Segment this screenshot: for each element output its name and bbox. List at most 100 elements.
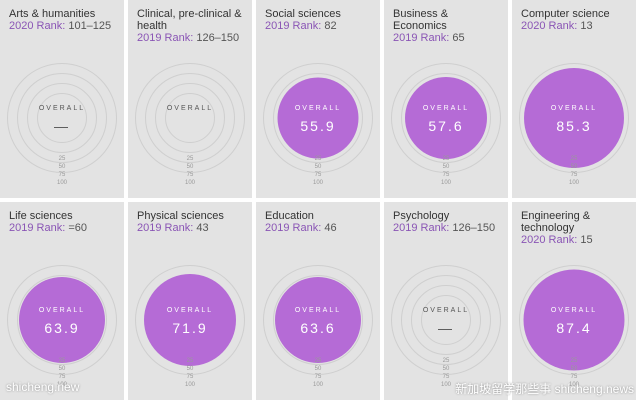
ring [37,93,87,143]
rank-label: 2020 Rank: [521,234,578,246]
scale-ticks: 25 50 75 100 [441,155,451,187]
score-circle: OVERALL 57.6 [391,63,501,173]
tick-label: 75 [314,172,322,178]
subject-block: Computer science 2020 Rank: 13 [521,8,630,32]
tick-label: 100 [312,180,324,186]
scale-ticks: 25 50 75 100 [441,357,451,389]
tick-label: 25 [58,358,66,364]
ring [273,275,363,365]
score-circle: OVERALL 63.9 [7,265,117,375]
score-fill [524,68,624,168]
tick-label: 75 [570,374,578,380]
rank-line: 2020 Rank: 15 [521,234,630,246]
rank-value: 82 [324,20,337,32]
overall-label: OVERALL [38,105,86,112]
score-circle: OVERALL 63.6 [263,265,373,375]
score-circle: OVERALL — [7,63,117,173]
overall-score: 87.4 [556,320,592,336]
tick-label: 50 [570,366,578,372]
rank-value: =60 [68,222,87,234]
subject-block: Physical sciences 2019 Rank: 43 [137,210,246,234]
scale-ticks: 25 50 75 100 [313,357,323,389]
scale-ticks: 25 50 75 100 [569,155,579,187]
subject-block: Clinical, pre-clinical & health 2019 Ran… [137,8,246,44]
tick-label: 25 [186,156,194,162]
ring [27,83,97,153]
overall-score: — [54,118,70,134]
scale-ticks: 25 50 75 100 [569,357,579,389]
tick-label: 75 [314,374,322,380]
rank-value: 126–150 [196,32,240,44]
rank-value: 126–150 [452,222,496,234]
rank-line: 2019 Rank: 46 [265,222,374,234]
rank-label: 2020 Rank: [9,20,66,32]
overall-score: 85.3 [556,118,592,134]
ring [411,285,481,355]
tick-label: 50 [186,164,194,170]
rank-line: 2020 Rank: 101–125 [9,20,118,32]
rank-value: 15 [580,234,593,246]
tick-label: 100 [440,382,452,388]
subject-name: Psychology [393,210,450,222]
overall-label: OVERALL [550,105,598,112]
tick-label: 100 [568,180,580,186]
subject-card: Life sciences 2019 Rank: =60 OVERALL 63.… [0,202,124,400]
tick-label: 75 [442,172,450,178]
tick-label: 100 [440,180,452,186]
rank-label: 2019 Rank: [265,20,322,32]
tick-label: 100 [56,382,68,388]
tick-label: 25 [314,358,322,364]
subject-block: Social sciences 2019 Rank: 82 [265,8,374,32]
scale-ticks: 25 50 75 100 [313,155,323,187]
ring [165,93,215,143]
watermark-right: 新加坡留学那些事 shicheng.news [455,382,634,396]
tick-label: 25 [442,358,450,364]
ring [519,265,629,375]
tick-label: 100 [184,382,196,388]
subject-name: Physical sciences [137,210,224,222]
overall-label: OVERALL [422,105,470,112]
rank-line: 2019 Rank: 43 [137,222,246,234]
rank-value: 101–125 [68,20,112,32]
subject-card: Psychology 2019 Rank: 126–150 OVERALL — … [384,202,508,400]
subject-block: Education 2019 Rank: 46 [265,210,374,234]
score-circle: OVERALL [135,63,245,173]
rank-line: 2019 Rank: 126–150 [137,32,246,44]
subject-name: Education [265,210,314,222]
ring [421,295,471,345]
tick-label: 75 [570,172,578,178]
rank-value: 46 [324,222,337,234]
tick-label: 50 [570,164,578,170]
rank-line: 2019 Rank: 65 [393,32,502,44]
overall-label: OVERALL [38,307,86,314]
tick-label: 50 [186,366,194,372]
rank-label: 2020 Rank: [521,20,578,32]
tick-label: 75 [442,374,450,380]
ring [155,83,225,153]
rank-label: 2019 Rank: [9,222,66,234]
overall-label: OVERALL [422,307,470,314]
scale-ticks: 25 50 75 100 [185,155,195,187]
rank-value: 65 [452,32,465,44]
rank-value: 43 [196,222,209,234]
tick-label: 50 [314,366,322,372]
rank-label: 2019 Rank: [137,32,194,44]
ring [145,73,235,163]
overall-label: OVERALL [166,307,214,314]
rank-label: 2019 Rank: [265,222,322,234]
subject-card: Physical sciences 2019 Rank: 43 OVERALL … [128,202,252,400]
overall-score: — [438,320,454,336]
ring [7,265,117,375]
overall-label: OVERALL [550,307,598,314]
ring [391,63,501,173]
subject-name: Life sciences [9,210,73,222]
subject-block: Psychology 2019 Rank: 126–150 [393,210,502,234]
subject-name: Clinical, pre-clinical & health [137,8,242,32]
overall-score: 63.6 [300,320,336,336]
subject-card: Engineering & technology 2020 Rank: 15 O… [512,202,636,400]
subject-card: Computer science 2020 Rank: 13 OVERALL 8… [512,0,636,198]
subject-name: Computer science [521,8,610,20]
score-circle: OVERALL — [391,265,501,375]
overall-label: OVERALL [294,105,342,112]
